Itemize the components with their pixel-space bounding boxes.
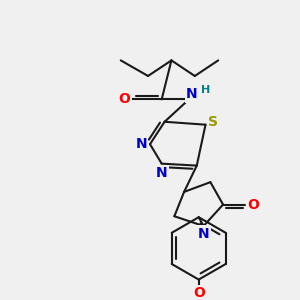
Text: N: N (135, 137, 147, 151)
Text: O: O (193, 286, 205, 300)
Text: O: O (247, 198, 259, 212)
Text: N: N (156, 167, 167, 180)
Text: O: O (119, 92, 130, 106)
Text: N: N (186, 88, 198, 101)
Text: N: N (198, 227, 209, 241)
Text: S: S (208, 115, 218, 129)
Text: H: H (201, 85, 210, 94)
